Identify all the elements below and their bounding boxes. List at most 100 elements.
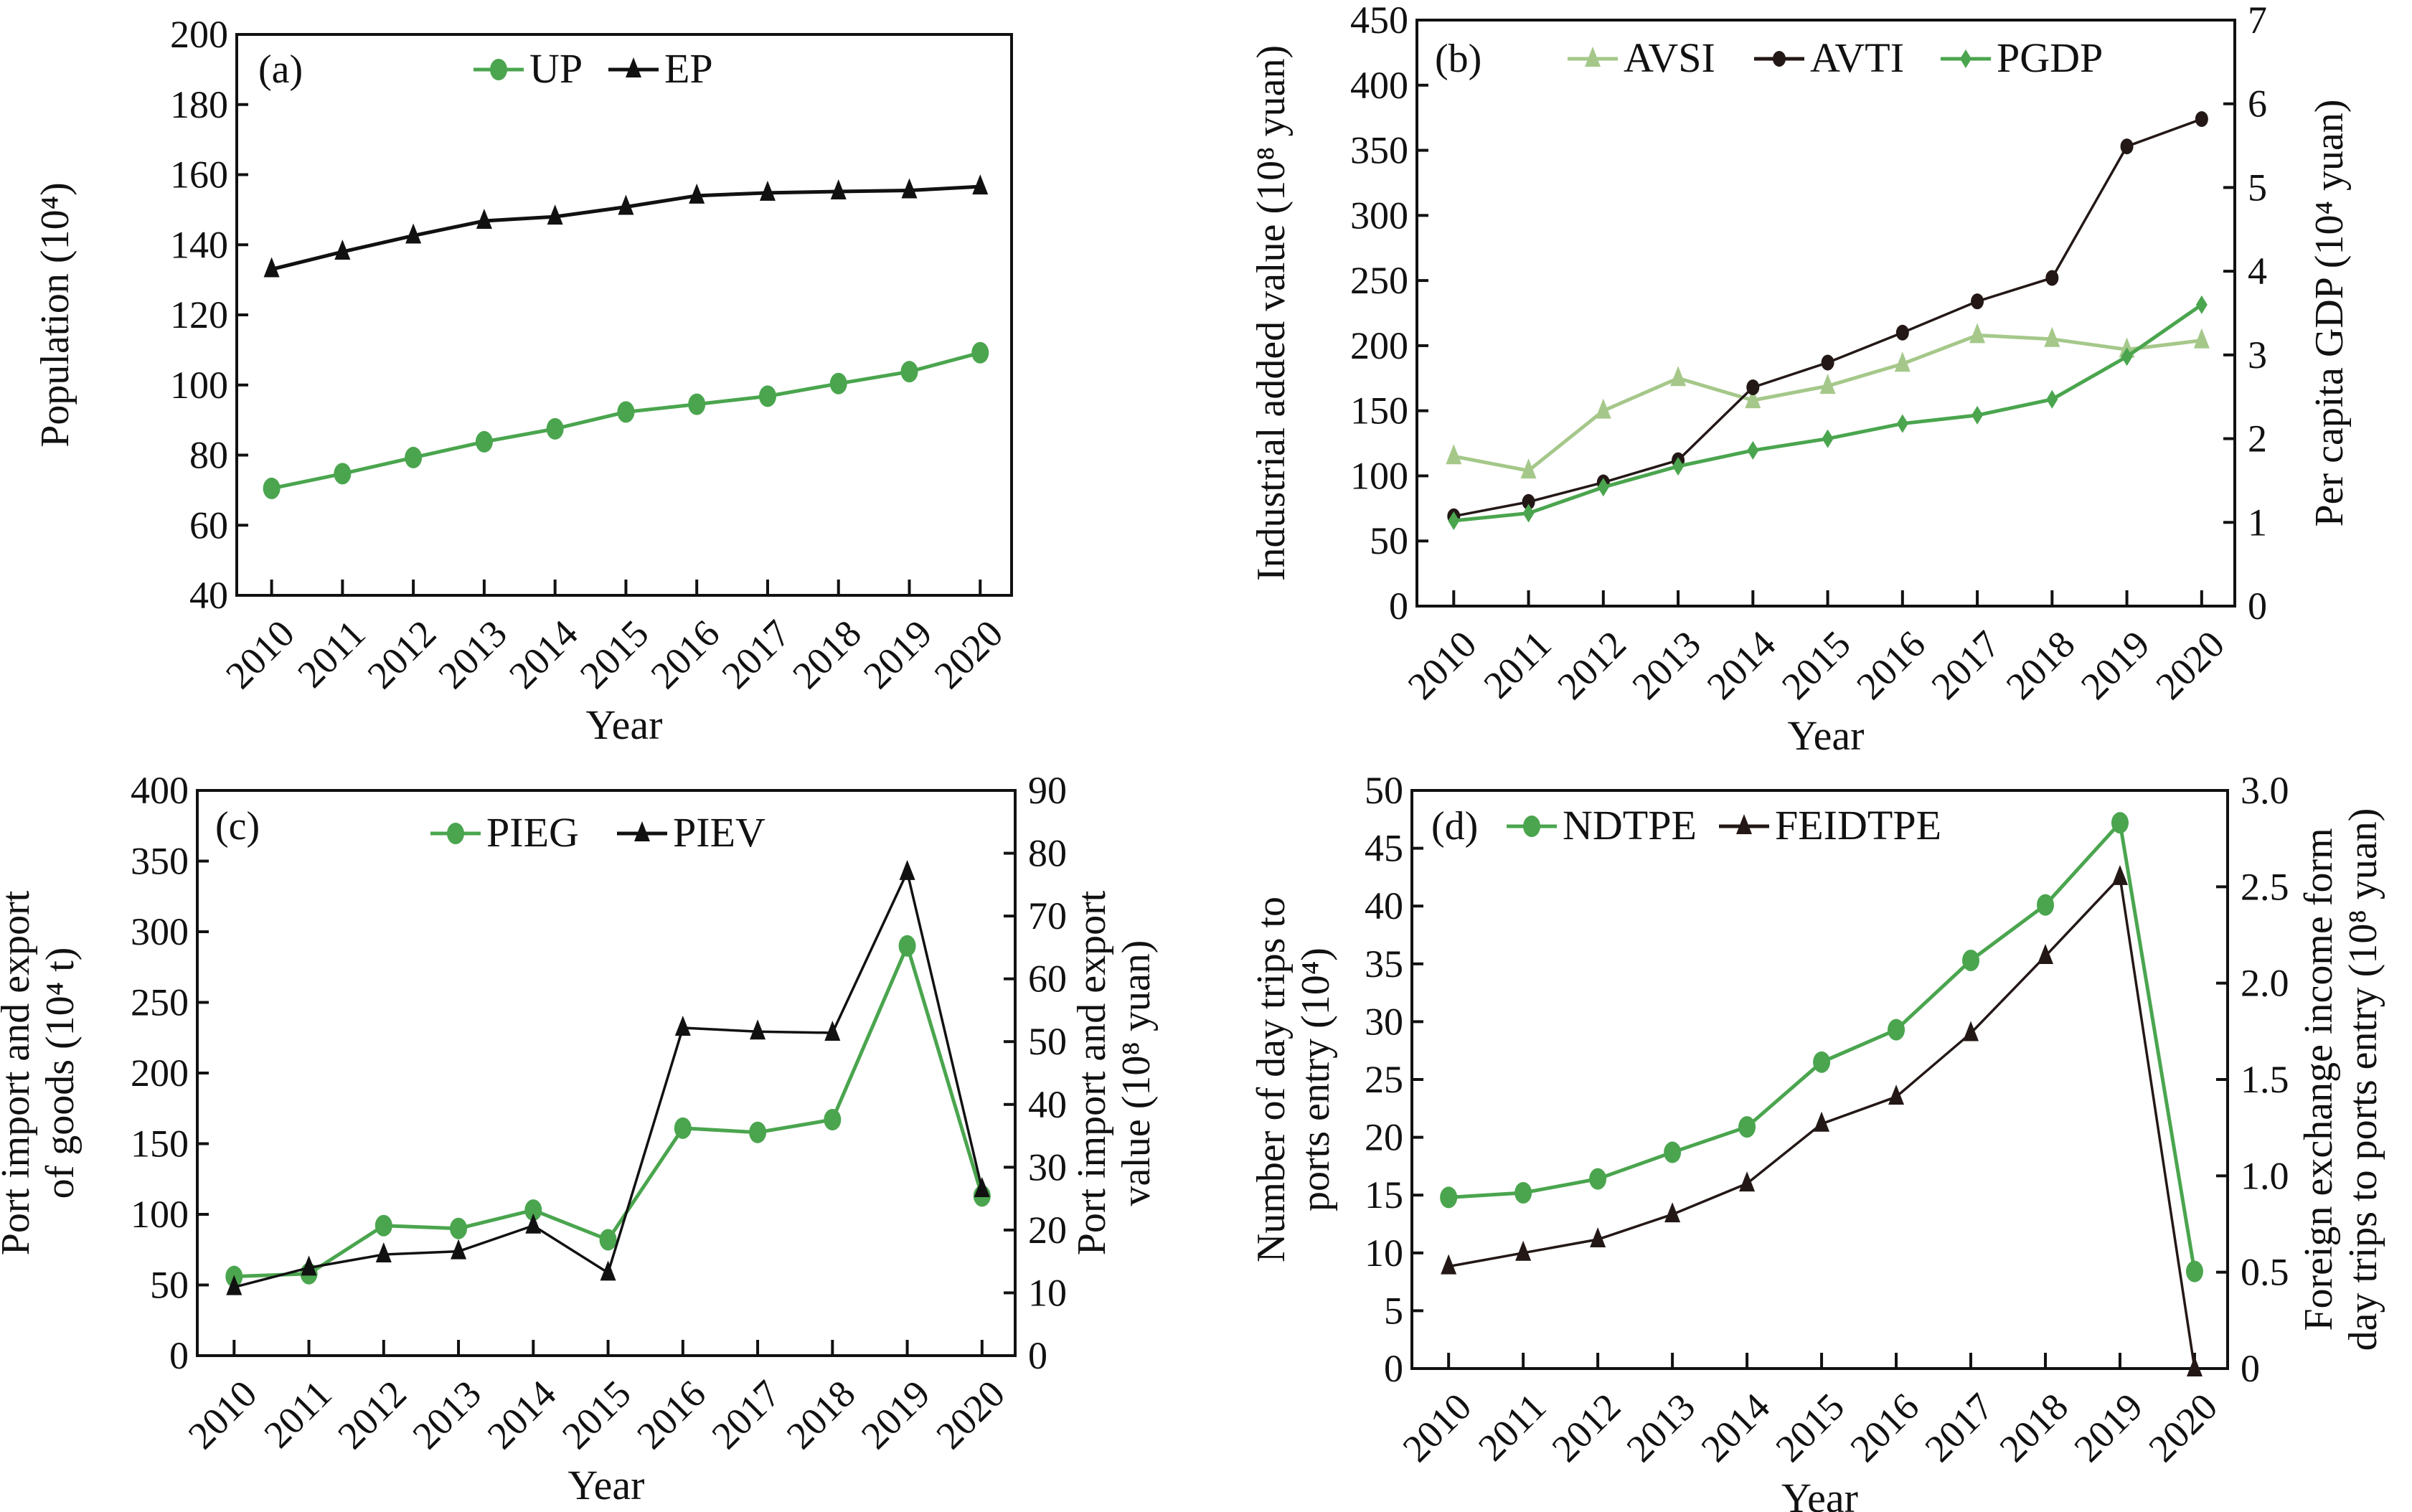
data-point <box>525 1213 542 1234</box>
y-tick-label: 180 <box>170 83 228 126</box>
data-point <box>2036 894 2054 916</box>
data-point <box>450 1217 468 1239</box>
y-axis-label: Population (10⁴) <box>33 182 77 448</box>
series-avti <box>1447 110 2208 524</box>
data-point <box>263 257 280 278</box>
y-tick-label: 160 <box>170 153 228 197</box>
data-point <box>1821 354 1834 371</box>
y-tick-label: 200 <box>170 13 228 56</box>
data-point <box>1441 1254 1457 1275</box>
x-tick-label: 2018 <box>1991 1385 2076 1470</box>
x-tick-label: 2019 <box>855 612 941 697</box>
y-tick-label: 300 <box>131 910 189 953</box>
data-point <box>899 859 915 880</box>
series-pgdp <box>1448 295 2208 530</box>
data-point <box>2193 328 2210 349</box>
data-point <box>674 1015 691 1036</box>
data-point <box>334 463 352 485</box>
x-tick-label: 2010 <box>1395 1385 1480 1470</box>
legend-label: PIEG <box>486 809 579 856</box>
y-tick-label: 0 <box>1384 1347 1403 1390</box>
y2-tick-label: 0 <box>2241 1347 2260 1390</box>
data-point <box>600 1260 616 1281</box>
panel-label: (d) <box>1431 804 1478 849</box>
x-tick-label: 2013 <box>1619 1385 1704 1470</box>
panel-label: (b) <box>1435 37 1481 81</box>
data-point <box>1664 1202 1681 1223</box>
data-point <box>1597 478 1609 497</box>
x-tick-label: 2010 <box>180 1372 265 1457</box>
y-tick-label: 80 <box>189 434 228 477</box>
data-point <box>226 1275 242 1295</box>
data-point <box>1896 414 1908 433</box>
data-point <box>2121 347 2133 367</box>
y-tick-label: 150 <box>1350 389 1408 433</box>
x-tick-label: 2018 <box>778 1372 864 1457</box>
legend: UP EP <box>474 45 713 92</box>
x-tick-label: 2017 <box>1923 623 2008 708</box>
panel-label: (c) <box>215 804 260 849</box>
data-point <box>824 1109 842 1131</box>
legend-marker <box>1585 47 1601 67</box>
x-tick-label: 2011 <box>289 612 373 696</box>
y2-tick-label: 0.5 <box>2241 1251 2289 1294</box>
y-tick-label: 450 <box>1350 0 1408 42</box>
y-tick-label: 250 <box>1350 259 1408 302</box>
y-tick-label: 30 <box>1365 1000 1403 1043</box>
y-tick-label: 150 <box>131 1123 189 1166</box>
chart-panel-a: 40 60 80 100 120 140 160 180 200 2010201120122013… <box>33 13 1013 748</box>
x-tick-label: 2012 <box>329 1372 415 1457</box>
y-tick-label: 0 <box>169 1334 189 1377</box>
y-axis-label: Industrial added value (10⁸ yuan) <box>1249 45 1294 581</box>
y2-tick-label: 2.5 <box>2241 865 2289 908</box>
x-axis-label: Year <box>586 701 663 748</box>
legend-label: AVTI <box>1810 34 1904 81</box>
data-point <box>1738 1116 1756 1138</box>
x-tick-label: 2011 <box>1470 1385 1554 1469</box>
data-point <box>1670 366 1687 387</box>
data-point <box>971 341 989 364</box>
y-tick-label: 40 <box>189 574 228 617</box>
x-axis-label: Year <box>1788 712 1865 759</box>
data-point <box>1446 444 1462 465</box>
data-point <box>546 417 564 440</box>
y-axis-label: Number of day trips to <box>1249 897 1294 1262</box>
y2-tick-label: 2.0 <box>2241 962 2289 1005</box>
y-axis-label: Port import and export <box>0 890 38 1255</box>
x-tick-label: 2012 <box>1544 1385 1629 1470</box>
data-point <box>1595 398 1611 419</box>
series-avsi <box>1446 323 2210 479</box>
y-tick-label: 300 <box>1350 194 1408 237</box>
data-point <box>547 204 563 225</box>
x-tick-label: 2018 <box>784 612 870 697</box>
legend-label: PGDP <box>1997 34 2103 81</box>
chart-panel-b: 0501001502002503003504004500123456720102… <box>1249 0 2352 759</box>
x-tick-label: 2016 <box>643 612 728 697</box>
chart-panel-c: 0 50 100 150 200 250 300 350 400 0 10 20 30 40 50 60 70 8… <box>0 769 1159 1508</box>
data-point <box>689 183 705 204</box>
data-point <box>476 209 492 230</box>
data-point <box>1515 1240 1532 1261</box>
y-tick-label: 50 <box>1365 769 1403 812</box>
data-point <box>263 477 281 499</box>
data-point <box>524 1199 542 1222</box>
legend-marker <box>447 823 464 844</box>
x-tick-label: 2010 <box>1400 623 1485 708</box>
y-axis-label: ports entry (10⁴) <box>1294 948 1338 1211</box>
data-point <box>405 223 422 244</box>
y2-tick-label: 2 <box>2248 417 2267 460</box>
x-tick-label: 2012 <box>359 612 445 697</box>
y2-axis-label: day trips to ports entry (10⁸ yuan) <box>2341 808 2385 1351</box>
data-point <box>2044 326 2060 347</box>
data-point <box>1822 429 1834 448</box>
y2-axis-label: value (10⁸ yuan) <box>1114 940 1159 1206</box>
x-tick-label: 2020 <box>2140 1385 2225 1470</box>
legend-label: PIEV <box>673 809 765 856</box>
plot-frame <box>1415 19 2236 608</box>
y2-axis-label: Foreign exchange income form <box>2296 828 2341 1331</box>
data-point <box>688 393 706 415</box>
data-point <box>2185 1260 2203 1282</box>
data-point <box>1590 1227 1606 1247</box>
y2-tick-label: 70 <box>1028 894 1067 937</box>
data-point <box>750 1019 766 1040</box>
